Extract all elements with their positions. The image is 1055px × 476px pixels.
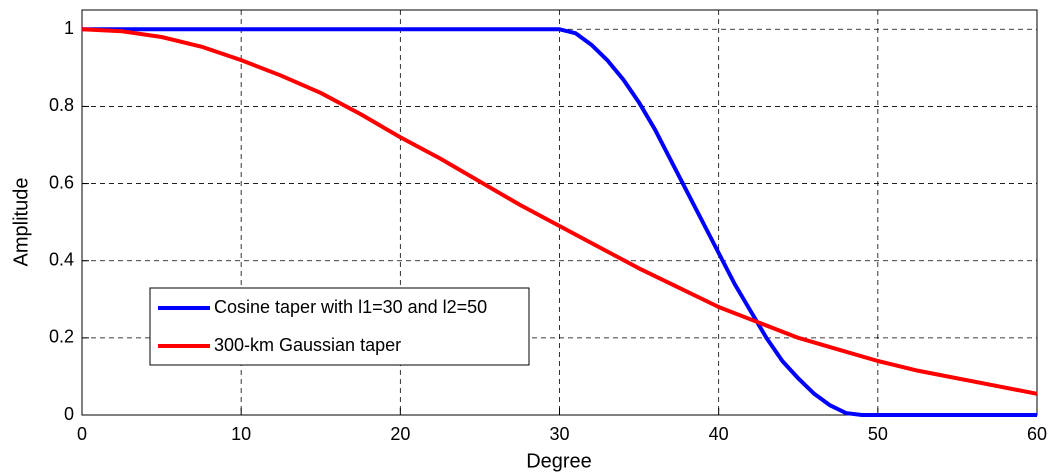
y-tick-label: 0.6 xyxy=(49,172,74,192)
plot-frame xyxy=(81,9,1038,416)
x-tick-label: 50 xyxy=(868,424,888,444)
x-tick-label: 20 xyxy=(390,424,410,444)
x-axis-label: Degree xyxy=(526,450,592,472)
y-tick-label: 1 xyxy=(64,18,74,38)
x-tick-label: 30 xyxy=(549,424,569,444)
series-line xyxy=(81,27,1038,396)
x-tick-label: 60 xyxy=(1027,424,1047,444)
y-axis-label: Amplitude xyxy=(10,178,32,267)
legend-box xyxy=(149,287,530,366)
y-tick-label: 0.8 xyxy=(49,95,74,115)
x-tick-label: 40 xyxy=(709,424,729,444)
x-tick-label: 0 xyxy=(77,424,87,444)
legend-label: 300-km Gaussian taper xyxy=(214,335,401,355)
legend-label: Cosine taper with l1=30 and l2=50 xyxy=(214,297,487,317)
legend: Cosine taper with l1=30 and l2=50 300-km … xyxy=(149,287,530,366)
y-tick-label: 0 xyxy=(64,404,74,424)
series-line xyxy=(82,27,1037,417)
y-tick-label: 0.2 xyxy=(49,327,74,347)
y-tick-label: 0.4 xyxy=(49,249,74,269)
x-tick-label: 10 xyxy=(231,424,251,444)
